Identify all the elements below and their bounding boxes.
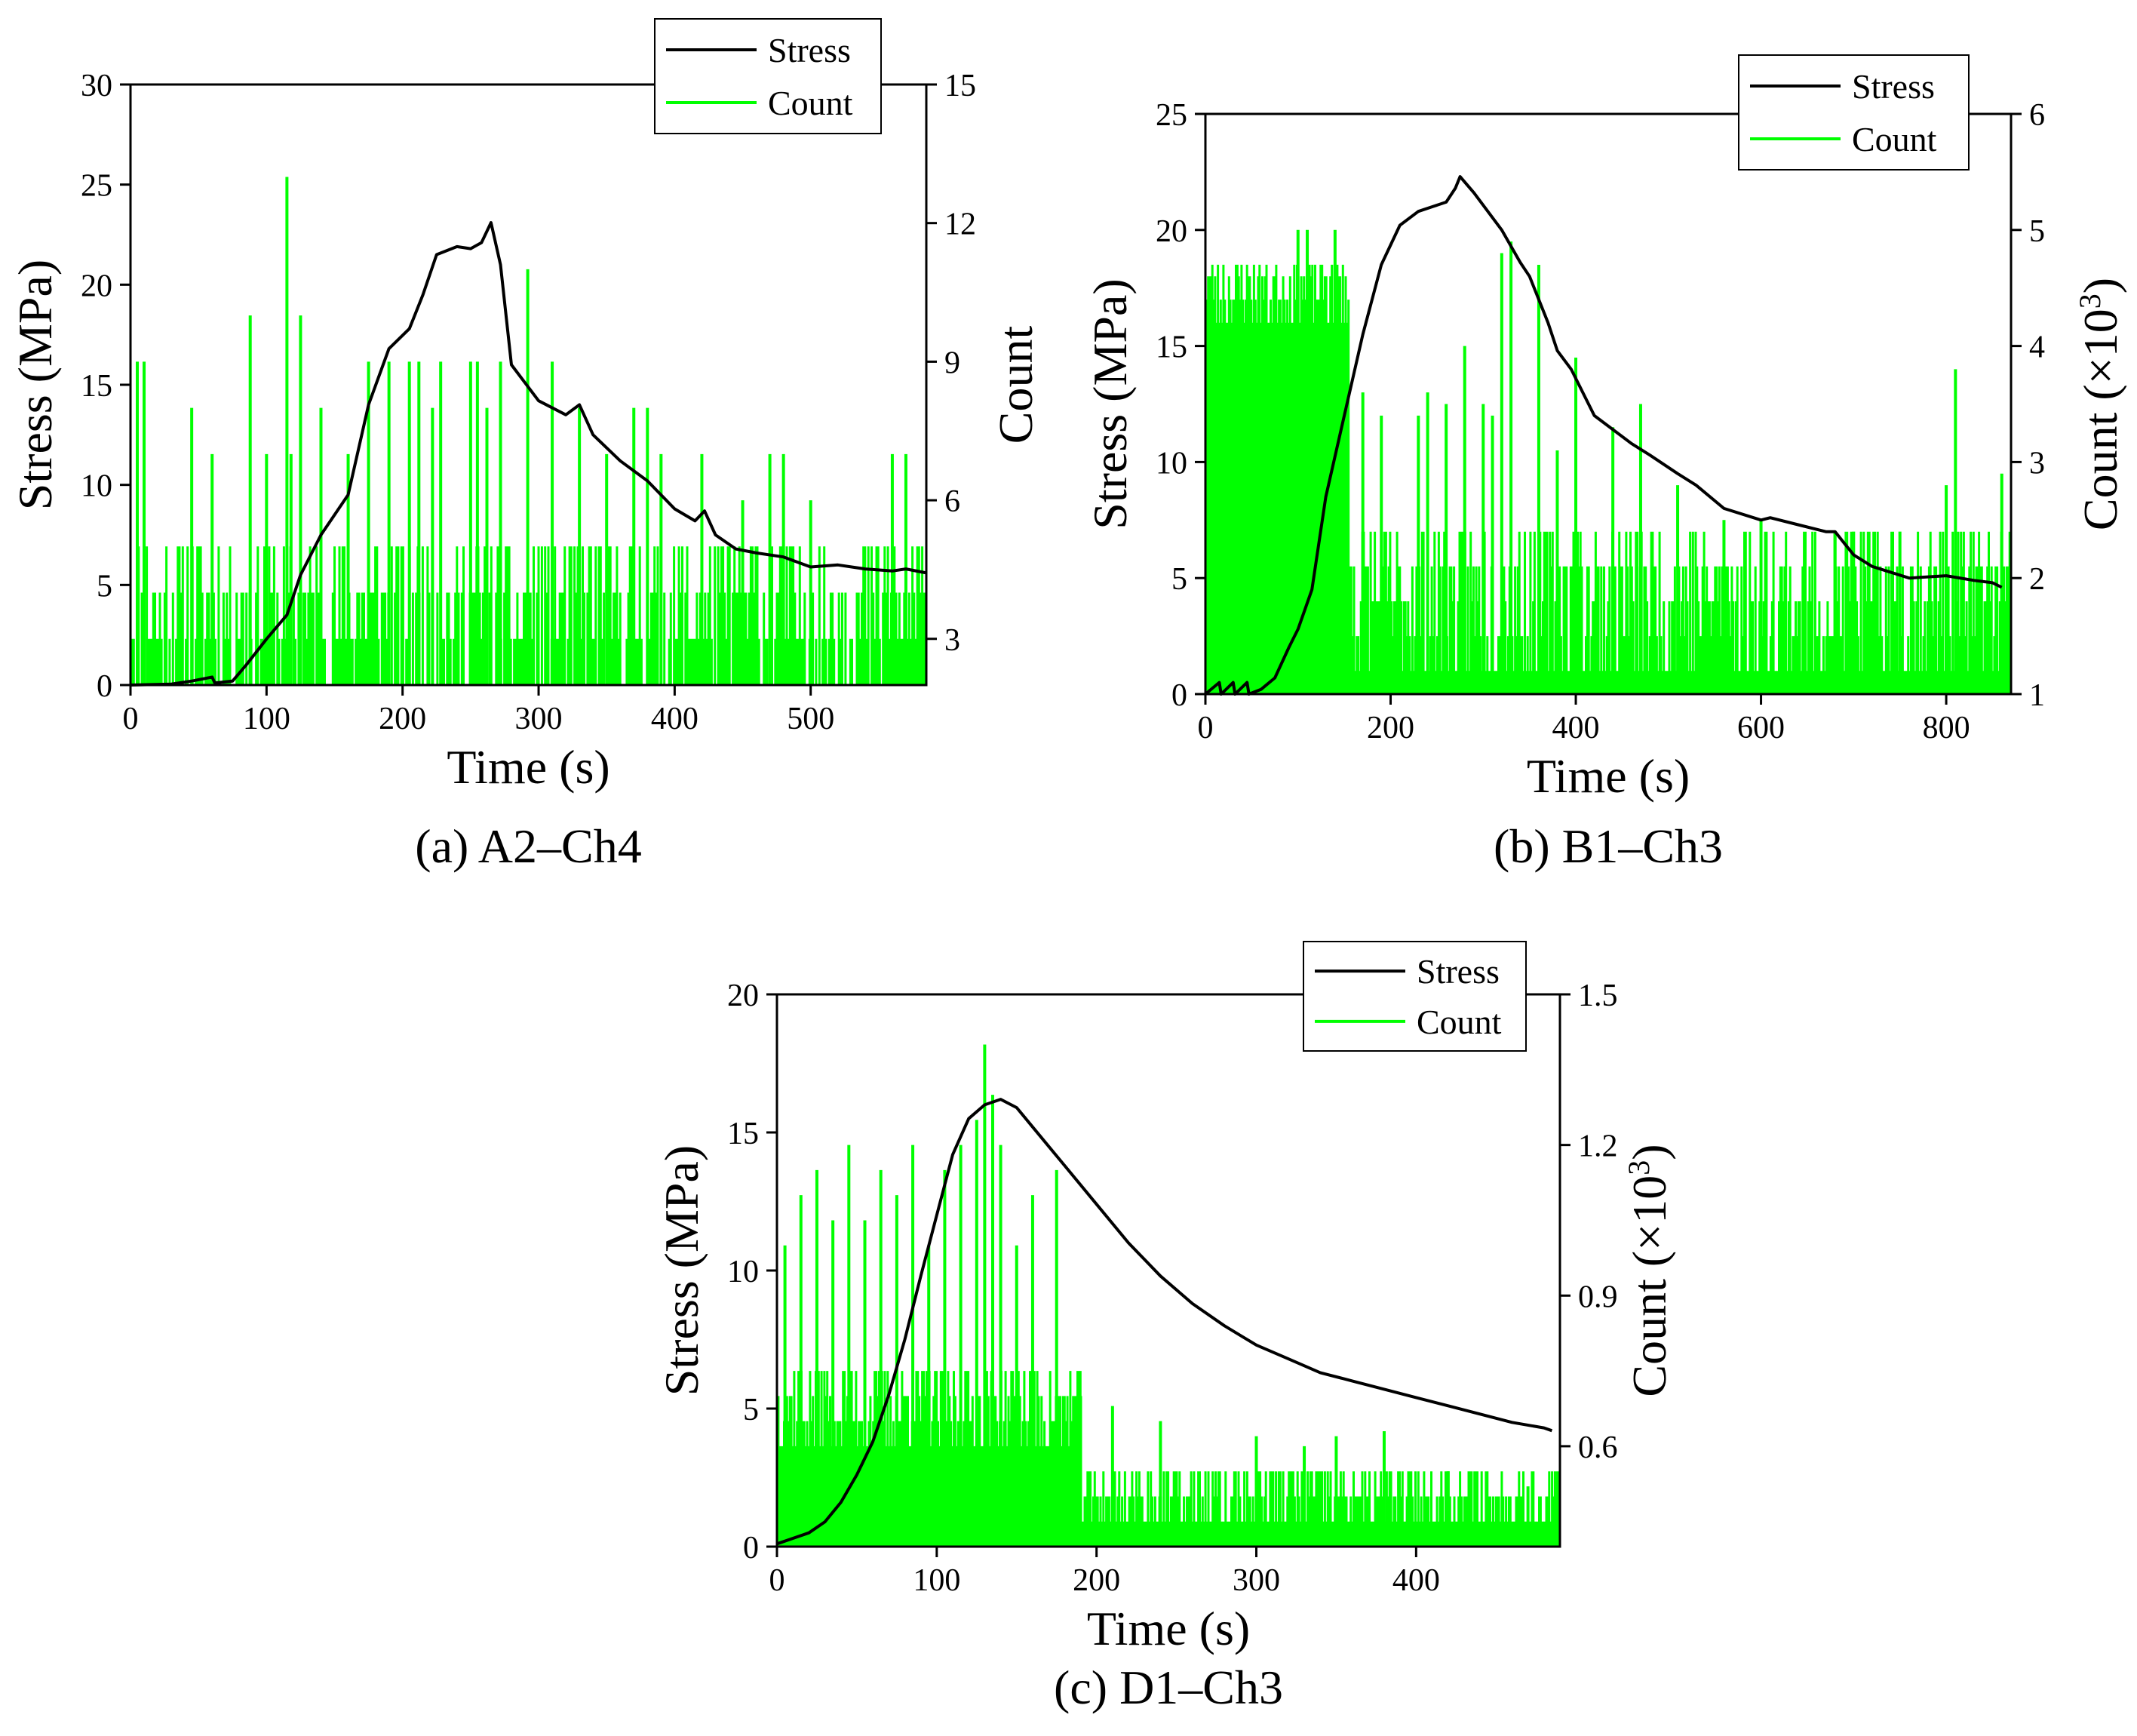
x-axis-title-c: Time (s) (1087, 1602, 1250, 1655)
x-axis-a: 0 100 200 300 400 500 (123, 685, 834, 736)
stress-line (1204, 175, 2003, 696)
y-tick-label: 0 (1171, 678, 1187, 713)
legend-count-label-c: Count (1417, 1003, 1502, 1041)
count-series-a (130, 177, 927, 685)
y2-axis-title-c: Count (×103) (1622, 1144, 1676, 1396)
y2-tick-label: 9 (944, 346, 960, 380)
y2-tick-label: 3 (2029, 446, 2045, 481)
stress-series-a (130, 221, 927, 687)
x-tick-label: 400 (1392, 1563, 1440, 1598)
y-tick-label: 5 (743, 1393, 759, 1427)
y2-tick-label: 1.2 (1578, 1129, 1618, 1164)
y-axis-right-b: 1 2 3 4 5 6 (2011, 98, 2045, 713)
caption-b: (b) B1–Ch3 (1494, 819, 1723, 873)
x-tick-label: 100 (913, 1563, 960, 1598)
y-tick-label: 15 (727, 1117, 759, 1151)
x-tick-label: 600 (1737, 711, 1785, 745)
y2-tick-label: 0.6 (1578, 1430, 1618, 1465)
x-tick-label: 200 (379, 702, 426, 736)
legend-a: Stress Count (654, 18, 882, 134)
y-tick-label: 10 (1156, 446, 1187, 481)
legend-count-label-b: Count (1852, 120, 1937, 158)
y-tick-label: 5 (97, 569, 112, 604)
y-tick-label: 20 (1156, 214, 1187, 249)
y-axis-left-a: 0 5 10 15 20 25 30 (81, 69, 130, 704)
y-tick-label: 15 (1156, 330, 1187, 365)
x-tick-label: 200 (1367, 711, 1414, 745)
y-tick-label: 0 (743, 1531, 759, 1565)
plot-frame-b (1204, 112, 2013, 696)
y-axis-right-c: 0.6 0.9 1.2 1.5 (1560, 979, 1618, 1465)
y2-tick-label: 1.5 (1578, 979, 1618, 1013)
x-axis-title-a: Time (s) (447, 740, 609, 794)
x-tick-label: 300 (1233, 1563, 1280, 1598)
chart-panel-a: 0 100 200 300 400 500 0 5 10 15 20 25 30 3 6 9 12 15 Ti… (8, 18, 1042, 873)
x-axis-title-b: Time (s) (1527, 749, 1690, 803)
legend-stress-label-c: Stress (1417, 952, 1500, 991)
y2-axis-title-b: Count (×103) (2073, 278, 2127, 530)
chart-panel-b: 0 200 400 600 800 0 5 10 15 20 25 1 2 3 4 5 6 Time (s)… (1083, 54, 2127, 873)
y2-tick-label: 5 (2029, 214, 2045, 249)
y-axis-left-b: 0 5 10 15 20 25 (1156, 98, 1205, 713)
x-tick-label: 0 (1198, 711, 1214, 745)
stress-line (130, 221, 927, 687)
x-tick-label: 0 (769, 1563, 785, 1598)
y2-tick-label: 2 (2029, 562, 2045, 597)
x-axis-b: 0 200 400 600 800 (1198, 694, 1970, 745)
legend-stress-label-b: Stress (1852, 67, 1935, 106)
x-tick-label: 400 (651, 702, 699, 736)
y-axis-left-c: 0 5 10 15 20 (727, 979, 777, 1565)
x-tick-label: 500 (787, 702, 834, 736)
legend-stress-label-a: Stress (768, 31, 851, 69)
y2-tick-label: 6 (2029, 98, 2045, 133)
y-axis-title-c: Stress (MPa) (655, 1145, 708, 1396)
x-tick-label: 400 (1552, 711, 1600, 745)
y-tick-label: 20 (81, 269, 112, 303)
y-axis-title-b: Stress (MPa) (1083, 278, 1137, 529)
x-tick-label: 0 (123, 702, 139, 736)
count-series-b (1204, 229, 2013, 694)
legend-box-c (1303, 941, 1527, 1052)
legend-count-label-a: Count (768, 84, 853, 122)
chart-panel-c: 0 100 200 300 400 0 5 10 15 20 0.6 0.9 1.2 1.5 Time… (655, 941, 1676, 1714)
y-tick-label: 25 (81, 169, 112, 204)
legend-c: Stress Count (1303, 941, 1527, 1052)
y2-tick-label: 15 (944, 69, 976, 103)
y-axis-title-a: Stress (MPa) (8, 260, 62, 510)
y-tick-label: 25 (1156, 98, 1187, 133)
y2-tick-label: 6 (944, 484, 960, 519)
x-tick-label: 300 (515, 702, 563, 736)
stress-line (776, 1098, 1553, 1546)
y-tick-label: 30 (81, 69, 112, 103)
caption-a: (a) A2–Ch4 (415, 819, 641, 873)
y2-tick-label: 12 (944, 207, 976, 242)
y2-axis-title-a: Count (989, 326, 1042, 444)
legend-box-a (654, 18, 882, 134)
y-axis-right-a: 3 6 9 12 15 (926, 69, 976, 658)
y-tick-label: 20 (727, 979, 759, 1013)
y-tick-label: 10 (81, 469, 112, 504)
x-tick-label: 800 (1923, 711, 1970, 745)
x-axis-c: 0 100 200 300 400 (769, 1547, 1440, 1598)
legend-box-b (1738, 54, 1970, 171)
y2-tick-label: 4 (2029, 330, 2045, 365)
y-tick-label: 10 (727, 1255, 759, 1289)
caption-c: (c) D1–Ch3 (1054, 1661, 1283, 1714)
y-tick-label: 15 (81, 369, 112, 404)
x-tick-label: 100 (243, 702, 290, 736)
legend-b: Stress Count (1738, 54, 1970, 171)
y-tick-label: 0 (97, 669, 112, 704)
y2-tick-label: 3 (944, 623, 960, 658)
stress-series-b (1204, 175, 2003, 696)
y2-tick-label: 1 (2029, 678, 2045, 713)
y-tick-label: 5 (1171, 562, 1187, 597)
y2-tick-label: 0.9 (1578, 1280, 1618, 1314)
x-tick-label: 200 (1073, 1563, 1120, 1598)
stress-series-c (776, 1098, 1553, 1546)
